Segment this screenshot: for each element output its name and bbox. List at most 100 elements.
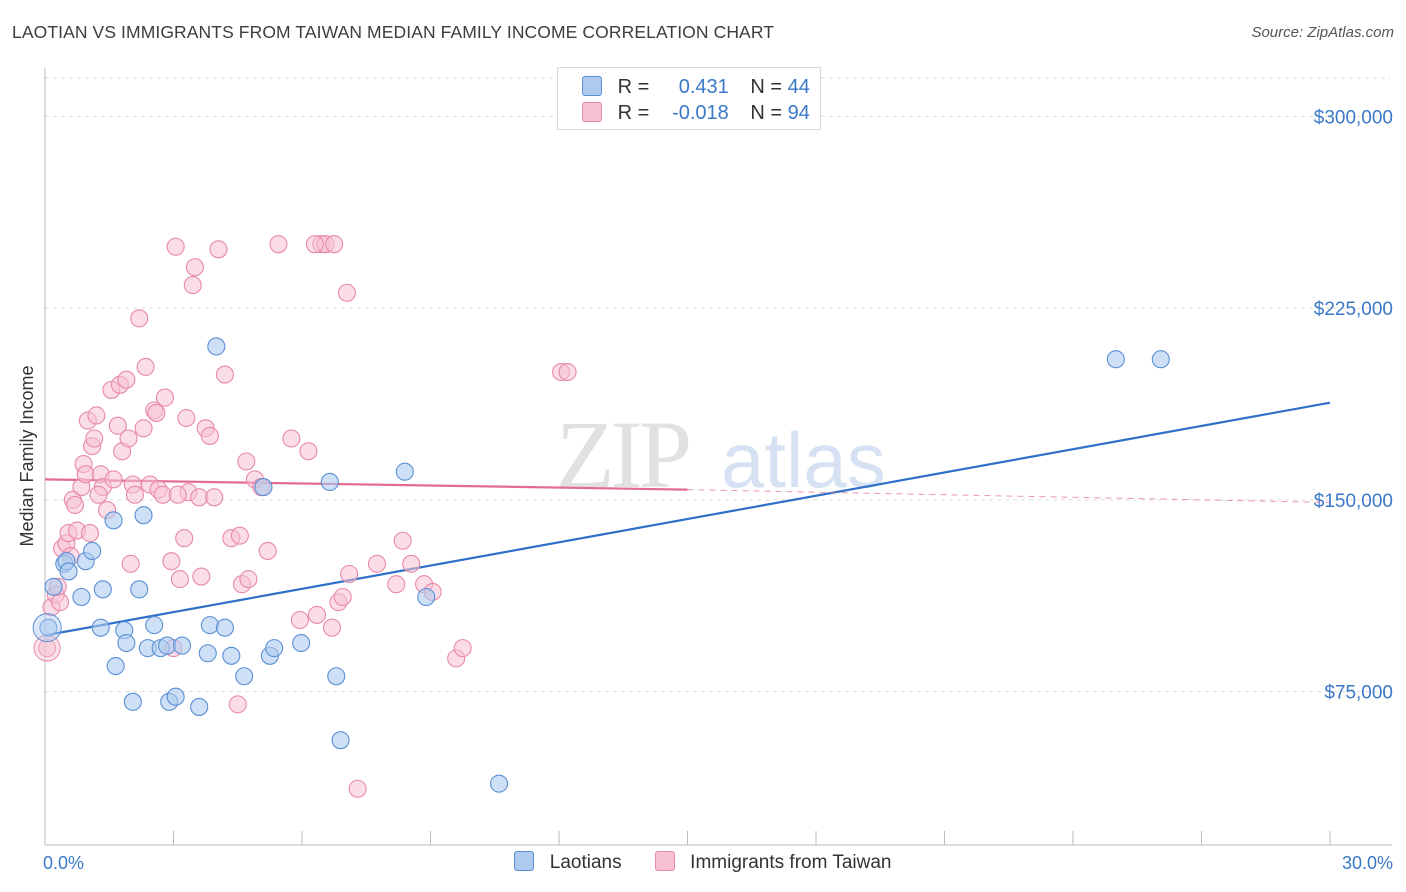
legend-row-laotians: R = 0.431 N = 44 xyxy=(582,76,810,100)
data-point-laotians xyxy=(91,618,110,637)
taiwan-swatch xyxy=(582,102,602,122)
data-point-laotians xyxy=(265,639,284,658)
data-point-laotians xyxy=(489,774,509,793)
legend-r-value: -0.018 xyxy=(672,102,729,124)
data-point-taiwan xyxy=(305,235,324,254)
data-point-laotians xyxy=(1106,350,1125,369)
data-point-taiwan xyxy=(108,416,127,435)
data-point-laotians xyxy=(104,511,123,530)
data-point-taiwan xyxy=(185,258,204,277)
data-point-laotians xyxy=(130,580,149,599)
data-point-taiwan xyxy=(147,403,166,422)
data-point-laotians xyxy=(145,616,164,635)
watermark-zip: ZIP xyxy=(556,401,689,508)
data-point-taiwan xyxy=(258,541,277,561)
data-point-taiwan xyxy=(155,388,174,407)
data-point-taiwan xyxy=(162,552,181,571)
data-point-laotians xyxy=(395,462,414,481)
data-point-taiwan xyxy=(558,362,577,382)
source-credit: Source: ZipAtlas.com xyxy=(1251,24,1394,41)
data-point-laotians xyxy=(207,337,226,356)
data-point-taiwan xyxy=(134,419,153,438)
data-point-taiwan xyxy=(387,575,406,594)
data-point-taiwan xyxy=(205,488,224,507)
watermark-atlas: atlas xyxy=(721,416,886,504)
data-point-taiwan xyxy=(50,593,70,612)
legend-n-label: N = xyxy=(750,102,783,124)
data-point-taiwan xyxy=(125,485,144,504)
data-point-taiwan xyxy=(192,567,211,586)
y-axis-tick-labels: $75,000 $150,000 $225,000 $300,000 xyxy=(1314,107,1393,703)
data-point-laotians xyxy=(215,618,234,637)
data-point-taiwan xyxy=(136,357,155,376)
data-point-laotians xyxy=(106,656,125,676)
data-point-laotians xyxy=(198,644,217,663)
taiwan-swatch xyxy=(654,851,675,871)
x-tick-label: 30.0% xyxy=(1342,853,1393,873)
legend-r-value: 0.431 xyxy=(678,76,729,98)
trend-line-laotians xyxy=(44,401,1331,637)
legend-item-laotians[interactable]: Laotians xyxy=(514,851,622,874)
data-point-taiwan xyxy=(38,639,57,658)
data-point-laotians xyxy=(292,633,311,653)
data-point-taiwan xyxy=(183,276,202,295)
data-point-laotians xyxy=(117,633,136,653)
data-point-taiwan xyxy=(290,610,309,630)
data-point-laotians xyxy=(222,646,241,665)
data-point-taiwan xyxy=(453,639,472,658)
y-tick-label: $150,000 xyxy=(1314,491,1393,512)
x-tick-label: 0.0% xyxy=(43,853,84,873)
data-point-taiwan xyxy=(104,470,123,489)
laotians-swatch xyxy=(514,851,535,871)
data-point-laotians xyxy=(72,587,91,607)
data-point-laotians xyxy=(331,731,350,750)
data-point-laotians xyxy=(123,692,142,711)
data-point-taiwan xyxy=(228,695,247,714)
legend-label-taiwan: Immigrants from Taiwan xyxy=(690,852,892,873)
data-point-laotians xyxy=(166,687,185,706)
data-point-taiwan xyxy=(237,452,256,471)
legend-label-laotians: Laotians xyxy=(549,852,622,873)
trend-line-taiwan-extension xyxy=(687,489,1331,503)
legend-n-value: 94 xyxy=(787,102,810,124)
data-point-taiwan xyxy=(299,442,318,461)
data-point-taiwan xyxy=(119,429,138,448)
y-tick-label: $75,000 xyxy=(1324,683,1393,704)
data-point-laotians xyxy=(83,541,102,561)
data-point-taiwan xyxy=(89,485,108,504)
data-point-laotians xyxy=(173,636,192,655)
legend-item-taiwan[interactable]: Immigrants from Taiwan xyxy=(654,851,892,874)
data-point-taiwan xyxy=(121,554,140,573)
y-axis-label: Median Family Income xyxy=(17,365,37,546)
data-point-laotians xyxy=(39,618,58,637)
data-point-taiwan xyxy=(117,370,136,389)
data-point-laotians xyxy=(1151,350,1170,369)
legend-n-label: N = xyxy=(750,76,783,98)
data-point-laotians xyxy=(32,613,62,643)
data-point-taiwan xyxy=(367,554,387,573)
legend-n-value: 44 xyxy=(787,76,810,98)
legend-r-label: R = xyxy=(617,102,650,124)
data-point-taiwan xyxy=(322,618,342,637)
data-point-taiwan xyxy=(393,531,412,550)
data-point-taiwan xyxy=(215,365,234,384)
data-point-taiwan xyxy=(333,587,352,607)
data-point-taiwan xyxy=(307,605,327,624)
data-point-taiwan xyxy=(337,283,357,302)
data-point-taiwan xyxy=(87,406,106,425)
data-point-laotians xyxy=(235,667,254,686)
data-point-taiwan xyxy=(175,529,194,548)
series-legend: Laotians Immigrants from Taiwan xyxy=(0,851,1406,874)
data-point-taiwan xyxy=(348,779,367,798)
data-point-taiwan xyxy=(239,570,258,589)
data-point-laotians xyxy=(93,580,112,599)
data-point-taiwan xyxy=(170,570,189,589)
laotians-swatch xyxy=(582,76,602,96)
data-point-laotians xyxy=(327,667,346,686)
correlation-legend: R = 0.431 N = 44 R = -0.018 N = 94 xyxy=(557,67,821,130)
data-point-laotians xyxy=(134,506,153,525)
data-point-taiwan xyxy=(130,309,149,328)
data-point-taiwan xyxy=(269,235,288,254)
series-laotians-points xyxy=(32,337,1170,793)
